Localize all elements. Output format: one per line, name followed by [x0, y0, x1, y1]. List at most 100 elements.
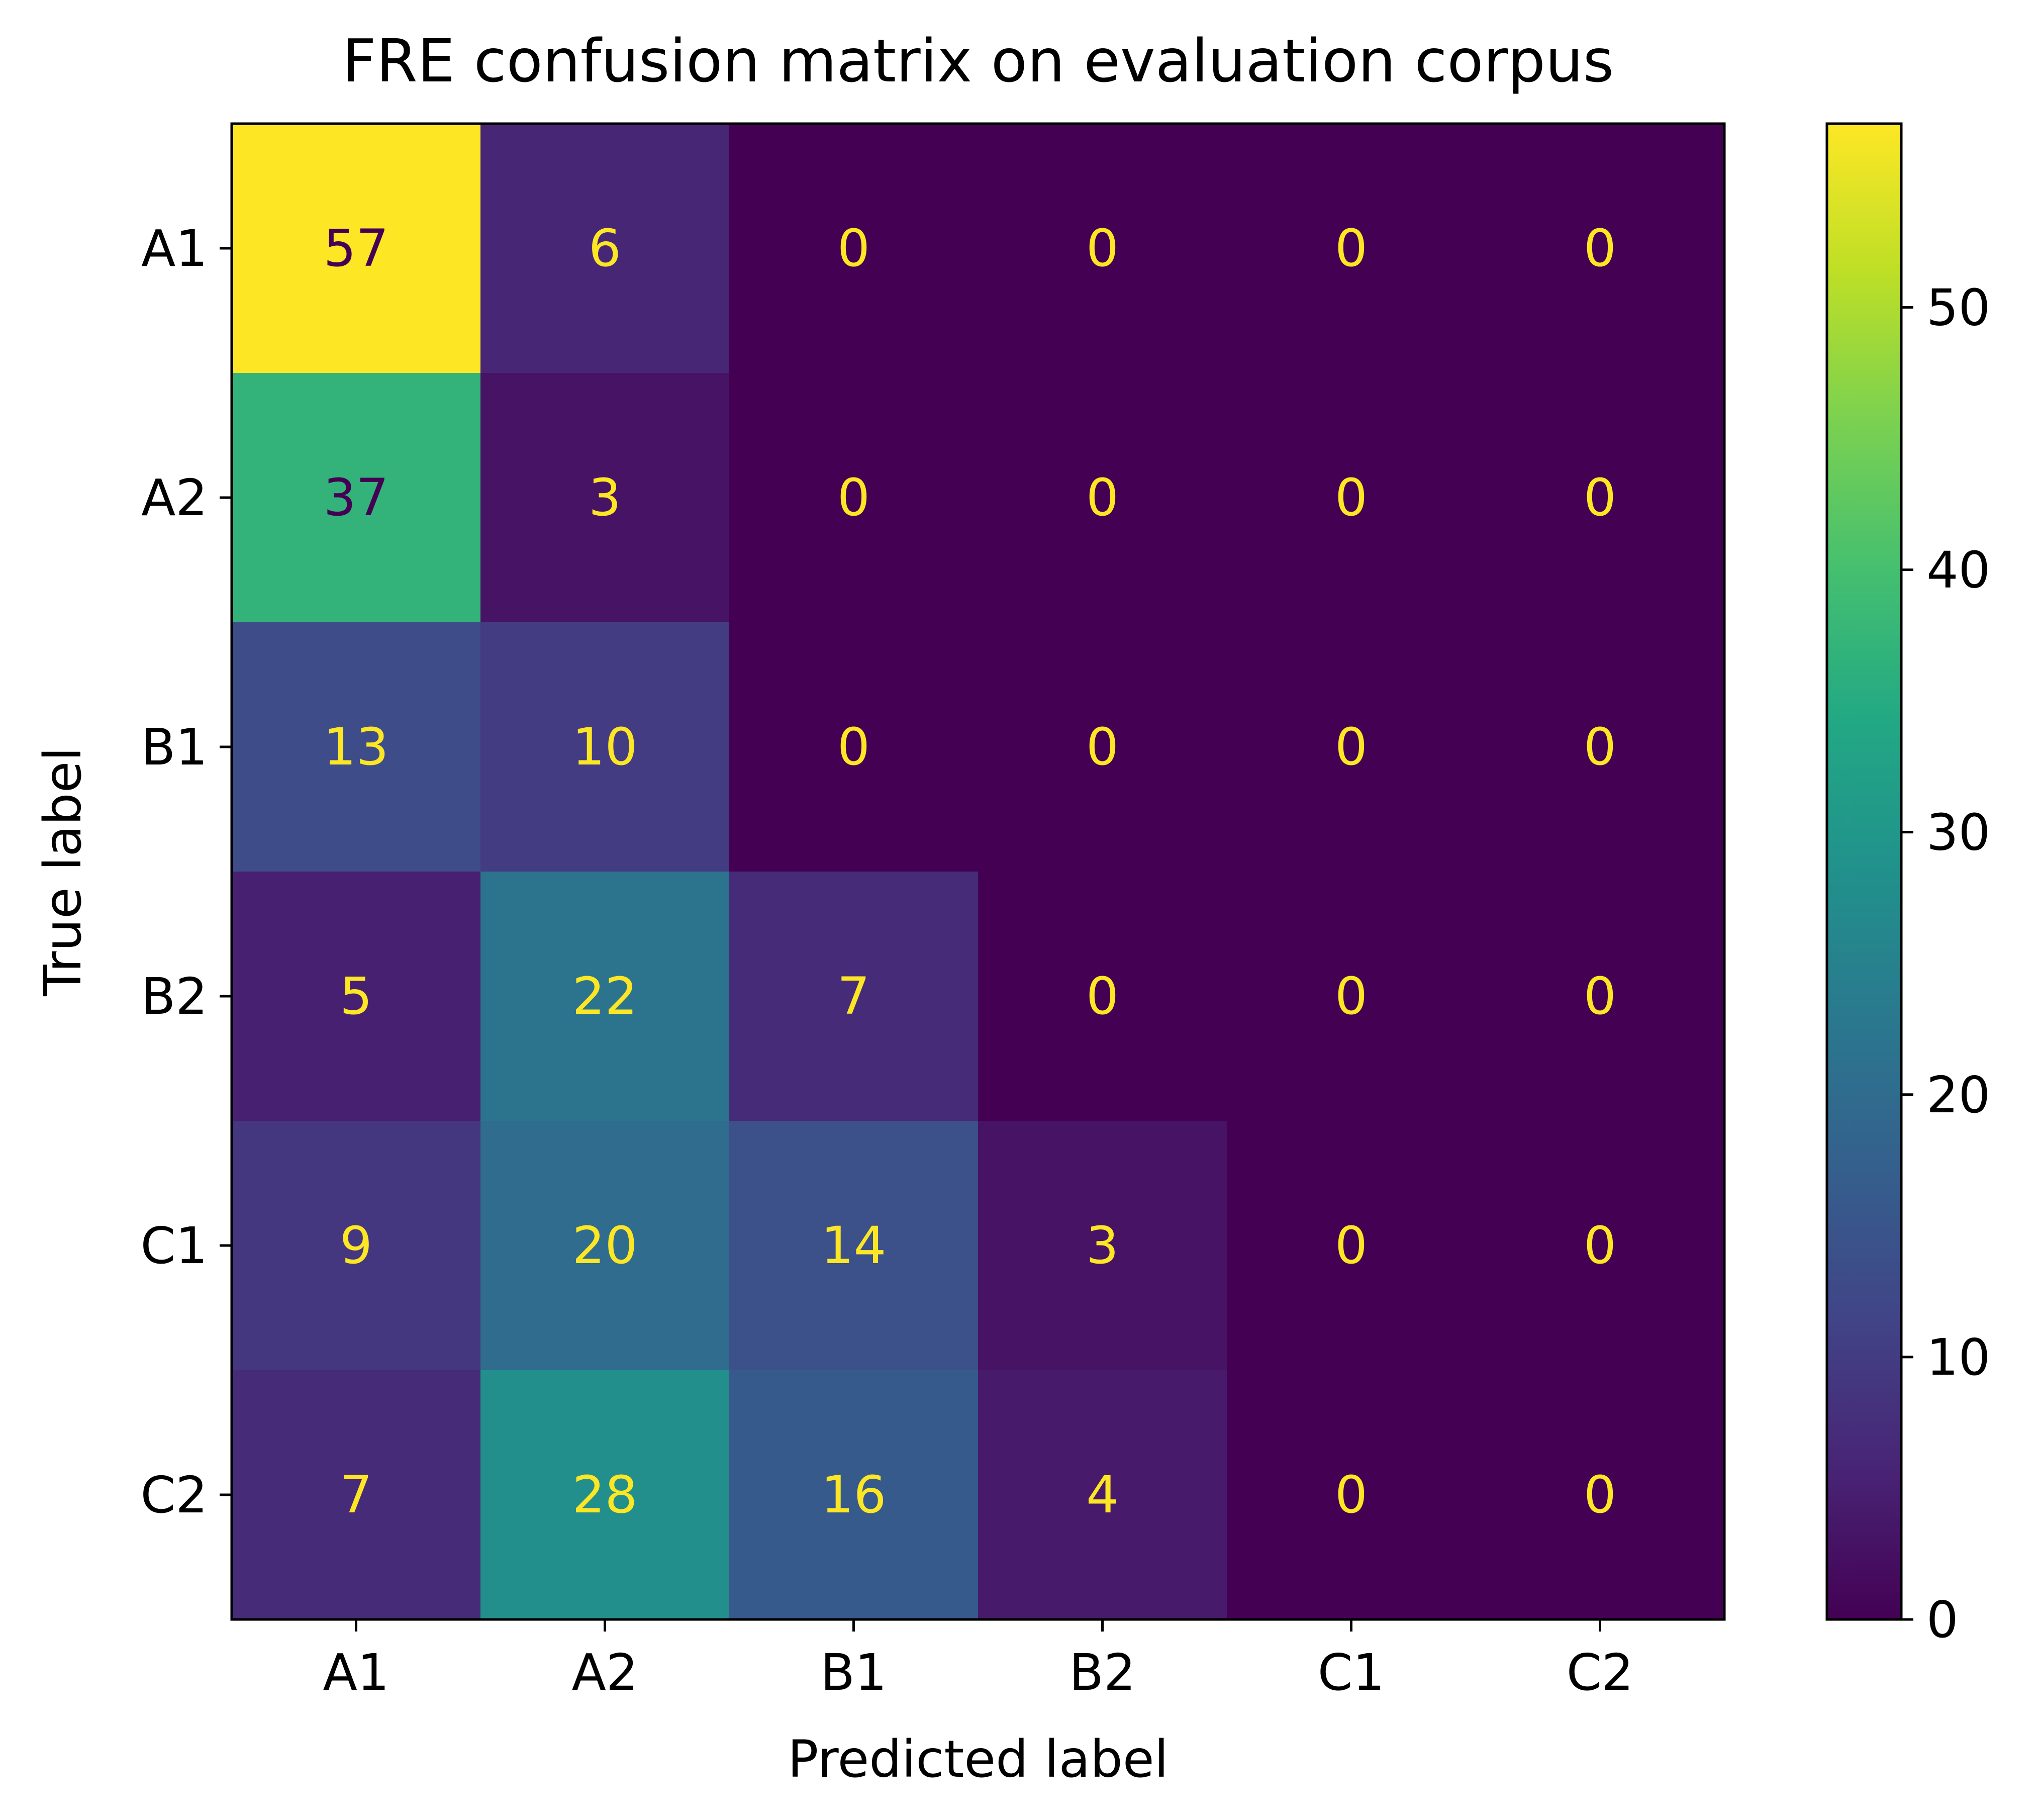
heatmap-cell: [1227, 872, 1476, 1121]
y-tick-label: C1: [141, 1216, 208, 1275]
heatmap-cell: [480, 872, 730, 1121]
heatmap-cell: [480, 622, 730, 872]
cell-value-label: 0: [1086, 468, 1119, 528]
colorbar-ticks: 0 10 20 30 40 50: [1901, 278, 1990, 1649]
heatmap-cell: [1227, 124, 1476, 373]
cell-value-label: 16: [821, 1465, 887, 1525]
colorbar-tick-label: 40: [1926, 541, 1990, 600]
cell-value-label: 0: [1335, 717, 1368, 777]
cell-value-label: 0: [1584, 219, 1616, 278]
cell-value-label: 0: [1584, 717, 1616, 777]
heatmap-cell: [1227, 1370, 1476, 1620]
x-axis-ticks: A1 A2 B1 B2 C1 C2: [323, 1619, 1633, 1702]
cell-value-label: 0: [1584, 1465, 1616, 1525]
heatmap-cell: [978, 124, 1227, 373]
heatmap-cell: [1476, 1121, 1725, 1371]
heatmap-cell: [729, 622, 979, 872]
y-tick-label: B1: [141, 718, 208, 777]
heatmap-cell: [729, 1370, 979, 1620]
y-tick-label: C2: [141, 1466, 208, 1524]
cell-value-label: 14: [821, 1216, 887, 1276]
heatmap-cell: [978, 872, 1227, 1121]
cell-value-label: 28: [572, 1465, 638, 1525]
cell-value-label: 0: [1086, 717, 1119, 777]
cell-value-label: 6: [589, 219, 621, 278]
heatmap-cell: [232, 1370, 481, 1620]
heatmap-cell: [232, 872, 481, 1121]
cell-value-label: 5: [340, 967, 372, 1026]
cell-value-label: 0: [837, 468, 870, 528]
x-tick-label: A2: [571, 1643, 638, 1702]
heatmap-cell: [978, 1121, 1227, 1371]
cell-value-label: 4: [1086, 1465, 1119, 1525]
colorbar-tick-label: 20: [1926, 1066, 1990, 1124]
heatmap-cell: [978, 622, 1227, 872]
cell-value-label: 0: [1335, 1216, 1368, 1276]
heatmap-cell: [232, 622, 481, 872]
heatmap-cell: [232, 124, 481, 373]
cell-value-label: 37: [324, 468, 389, 528]
x-tick-label: B1: [820, 1643, 887, 1702]
plot-frame: [230, 122, 1726, 1621]
heatmap-cell: [978, 373, 1227, 623]
cell-value-label: 0: [1584, 468, 1616, 528]
heatmap-cell: [1227, 373, 1476, 623]
cell-value-label: 20: [572, 1216, 638, 1276]
y-axis-label: True label: [33, 747, 93, 997]
cell-value-label: 0: [1335, 219, 1368, 278]
x-tick-label: C2: [1567, 1643, 1633, 1702]
colorbar-tick-label: 50: [1926, 278, 1990, 337]
cell-value-label: 3: [589, 468, 621, 528]
heatmap-cell: [480, 373, 730, 623]
y-tick-label: A2: [141, 468, 208, 527]
cell-value-label: 0: [837, 717, 870, 777]
heatmap-cell: [729, 124, 979, 373]
heatmap-cell: [232, 373, 481, 623]
cell-value-label: 0: [1086, 967, 1119, 1026]
heatmap-cell: [1227, 1121, 1476, 1371]
heatmap-cell: [729, 373, 979, 623]
colorbar-tick-label: 0: [1926, 1590, 1959, 1649]
heatmap-cell: [1476, 124, 1725, 373]
cell-value-label: 7: [837, 967, 870, 1026]
heatmap-cell: [480, 124, 730, 373]
cell-value-label: 0: [1584, 967, 1616, 1026]
cell-value-label: 0: [1335, 1465, 1368, 1525]
cell-value-label: 0: [1335, 967, 1368, 1026]
heatmap-cells: [232, 124, 1725, 1620]
chart-title: FRE confusion matrix on evaluation corpu…: [342, 26, 1614, 95]
y-tick-label: A1: [141, 219, 208, 278]
cell-value-label: 9: [340, 1216, 372, 1276]
colorbar: [1825, 122, 1903, 1621]
heatmap-cell: [480, 1121, 730, 1371]
colorbar-tick-label: 10: [1926, 1328, 1990, 1387]
y-axis-ticks: A1 A2 B1 B2 C1 C2: [141, 219, 232, 1524]
heatmap-cell: [729, 872, 979, 1121]
cell-value-label: 0: [1086, 219, 1119, 278]
heatmap-cell: [978, 1370, 1227, 1620]
cell-value-label: 0: [837, 219, 870, 278]
heatmap-cell: [1476, 872, 1725, 1121]
heatmap-cell-labels: 57 6 0 0 0 0 37 3 0 0 0 0 13 10 0 0 0 0 5 22 7 0 0 0 9 20 14 3 0 0 7 28…: [324, 219, 1616, 1525]
heatmap-cell: [1476, 622, 1725, 872]
cell-value-label: 22: [572, 967, 638, 1026]
colorbar-tick-label: 30: [1926, 803, 1990, 862]
heatmap-cell: [1476, 1370, 1725, 1620]
cell-value-label: 10: [572, 717, 638, 777]
y-tick-label: B2: [141, 967, 208, 1026]
heatmap-cell: [729, 1121, 979, 1371]
x-tick-label: A1: [323, 1643, 389, 1702]
x-tick-label: B2: [1069, 1643, 1135, 1702]
cell-value-label: 3: [1086, 1216, 1119, 1276]
cell-value-label: 7: [340, 1465, 372, 1525]
cell-value-label: 0: [1584, 1216, 1616, 1276]
cell-value-label: 57: [324, 219, 389, 278]
cell-value-label: 0: [1335, 468, 1368, 528]
heatmap-cell: [1476, 373, 1725, 623]
x-axis-label: Predicted label: [788, 1730, 1169, 1789]
cell-value-label: 13: [324, 717, 389, 777]
x-tick-label: C1: [1318, 1643, 1385, 1702]
heatmap-cell: [232, 1121, 481, 1371]
heatmap-cell: [1227, 622, 1476, 872]
